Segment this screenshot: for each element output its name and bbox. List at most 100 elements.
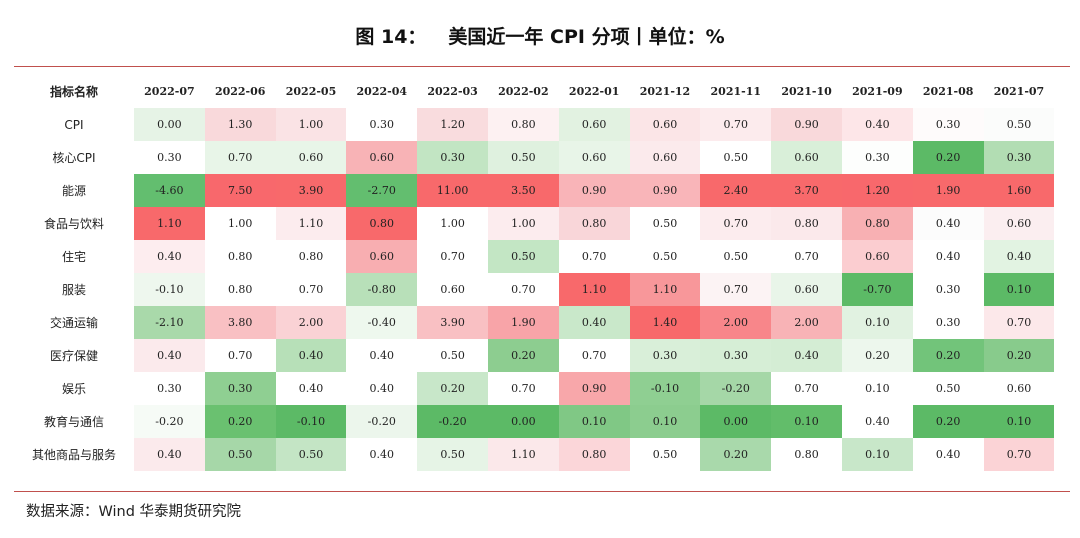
- table-row: 服装 -0.10 0.80 0.70 -0.80 0.60 0.70 1.10 1.10 0.70…: [14, 273, 1055, 306]
- heatmap-cell: 0.10: [771, 405, 842, 438]
- heatmap-cell: 0.10: [841, 438, 913, 471]
- heatmap-cell: 0.50: [983, 108, 1055, 141]
- heatmap-cell: -0.10: [134, 273, 205, 306]
- heatmap-cell: 0.30: [204, 372, 276, 405]
- heatmap-cell: 1.90: [487, 306, 559, 339]
- heatmap-cell: 2.00: [275, 306, 347, 339]
- column-header: 2021-08: [922, 84, 974, 98]
- heatmap-cell: 0.60: [346, 141, 418, 174]
- heatmap-cell: 0.30: [841, 141, 913, 174]
- heatmap-cell: 0.40: [134, 339, 205, 372]
- heatmap-cell: 0.60: [983, 372, 1055, 405]
- heatmap-cell: 1.60: [983, 174, 1055, 207]
- heatmap-cell: 0.80: [204, 273, 276, 306]
- heatmap-cell: 3.80: [204, 306, 276, 339]
- heatmap-cell: 0.40: [346, 372, 418, 405]
- heatmap-cell: 0.60: [558, 141, 630, 174]
- heatmap-cell: 0.30: [912, 108, 984, 141]
- chart-title-label: 图 14：: [355, 26, 427, 48]
- heatmap-cell: 1.00: [417, 207, 488, 240]
- table-row: 其他商品与服务 0.40 0.50 0.50 0.40 0.50 1.10 0.80 0.50 0…: [14, 438, 1055, 471]
- heatmap-cell: 0.40: [841, 108, 913, 141]
- heatmap-cell: 0.40: [346, 339, 418, 372]
- heatmap-cell: 0.70: [983, 306, 1055, 339]
- chart-title: 图 14： 美国近一年 CPI 分项丨单位：%: [0, 22, 1080, 49]
- heatmap-cell: 0.80: [346, 207, 418, 240]
- table-row: 娱乐 0.30 0.30 0.40 0.40 0.20 0.70 0.90 -0.10 -0.20…: [14, 372, 1055, 405]
- heatmap-cell: 0.70: [558, 339, 630, 372]
- row-label: 食品与饮料: [43, 217, 104, 231]
- column-header: 2022-06: [214, 84, 266, 98]
- header-row: 指标名称 2022-07 2022-06 2022-05 2022-04 2022-03 2…: [14, 74, 1054, 108]
- heatmap-cell: 0.60: [771, 273, 842, 306]
- column-header: 2022-03: [427, 84, 478, 98]
- heatmap-cell: 0.30: [346, 108, 418, 141]
- heatmap-cell: 0.70: [700, 273, 772, 306]
- heatmap-cell: 3.90: [275, 174, 347, 207]
- heatmap-cell: -0.10: [275, 405, 347, 438]
- heatmap-cell: 0.30: [134, 141, 205, 174]
- heatmap-cell: 1.00: [487, 207, 559, 240]
- heatmap-cell: 0.60: [841, 240, 913, 273]
- table-row: 能源 -4.60 7.50 3.90 -2.70 11.00 3.50 0.90 0.90 2.4…: [14, 174, 1055, 207]
- heatmap-cell: 0.50: [629, 240, 701, 273]
- heatmap-cell: 0.60: [629, 108, 701, 141]
- table-row: 住宅 0.40 0.80 0.80 0.60 0.70 0.50 0.70 0.50 0.50 0.…: [14, 240, 1055, 273]
- row-label: 交通运输: [49, 316, 98, 330]
- table-row: 交通运输 -2.10 3.80 2.00 -0.40 3.90 1.90 0.40 1.40 2.…: [14, 306, 1055, 339]
- heatmap-cell: 0.30: [629, 339, 701, 372]
- heatmap-cell: 0.00: [134, 108, 205, 141]
- heatmap-cell: 0.50: [487, 141, 559, 174]
- header-indicator-name: 指标名称: [49, 84, 98, 99]
- heatmap-cell: 0.80: [204, 240, 276, 273]
- heatmap-cell: 0.40: [134, 240, 205, 273]
- heatmap-cell: 0.50: [912, 372, 984, 405]
- heatmap-cell: 0.40: [558, 306, 630, 339]
- heatmap-cell: 0.40: [841, 405, 913, 438]
- heatmap-cell: 0.40: [912, 207, 984, 240]
- heatmap-cell: 0.50: [629, 438, 701, 471]
- column-header: 2022-01: [568, 84, 620, 98]
- heatmap-cell: 0.20: [841, 339, 913, 372]
- heatmap-cell: -0.10: [629, 372, 701, 405]
- heatmap-cell: 0.00: [487, 405, 559, 438]
- table-row: 食品与饮料 1.10 1.00 1.10 0.80 1.00 1.00 0.80 0.50 0.7…: [14, 207, 1055, 240]
- heatmap-table: 指标名称 2022-07 2022-06 2022-05 2022-04 2022-03 2…: [14, 74, 1055, 471]
- heatmap-cell: 0.20: [487, 339, 559, 372]
- heatmap-cell: 0.10: [841, 306, 913, 339]
- heatmap-cell: 0.50: [417, 339, 488, 372]
- heatmap-cell: 0.50: [629, 207, 701, 240]
- row-label: 核心CPI: [52, 151, 96, 165]
- heatmap-cell: 0.40: [275, 372, 347, 405]
- heatmap-cell: 0.70: [983, 438, 1055, 471]
- table-row: CPI 0.00 1.30 1.00 0.30 1.20 0.80 0.60 0.60 0.70 0…: [14, 108, 1055, 141]
- heatmap-cell: 0.20: [983, 339, 1055, 372]
- heatmap-cell: 0.30: [700, 339, 772, 372]
- column-header: 2022-02: [498, 84, 549, 98]
- heatmap-cell: 1.10: [275, 207, 347, 240]
- heatmap-cell: 0.80: [558, 207, 630, 240]
- heatmap-cell: 1.00: [204, 207, 276, 240]
- heatmap-cell: -2.70: [346, 174, 418, 207]
- heatmap-cell: 1.10: [558, 273, 630, 306]
- heatmap-cell: 0.80: [771, 438, 842, 471]
- row-label: 服装: [61, 283, 86, 297]
- row-label: 医疗保健: [49, 349, 98, 363]
- heatmap-cell: 0.10: [558, 405, 630, 438]
- heatmap-cell: -2.10: [134, 306, 205, 339]
- heatmap-cell: 3.70: [771, 174, 842, 207]
- column-header: 2022-07: [144, 84, 195, 98]
- heatmap-cell: 7.50: [204, 174, 276, 207]
- heatmap-cell: 0.10: [983, 273, 1055, 306]
- heatmap-cell: 2.00: [771, 306, 842, 339]
- heatmap-cell: 0.90: [771, 108, 842, 141]
- heatmap-cell: 1.10: [487, 438, 559, 471]
- heatmap-cell: 0.80: [487, 108, 559, 141]
- row-label: 教育与通信: [43, 415, 104, 429]
- heatmap-cell: 0.40: [134, 438, 205, 471]
- heatmap-cell: 0.60: [558, 108, 630, 141]
- bottom-rule: [14, 491, 1070, 492]
- heatmap-cell: 0.20: [700, 438, 772, 471]
- heatmap-cell: 1.30: [204, 108, 276, 141]
- heatmap-cell: 0.20: [417, 372, 488, 405]
